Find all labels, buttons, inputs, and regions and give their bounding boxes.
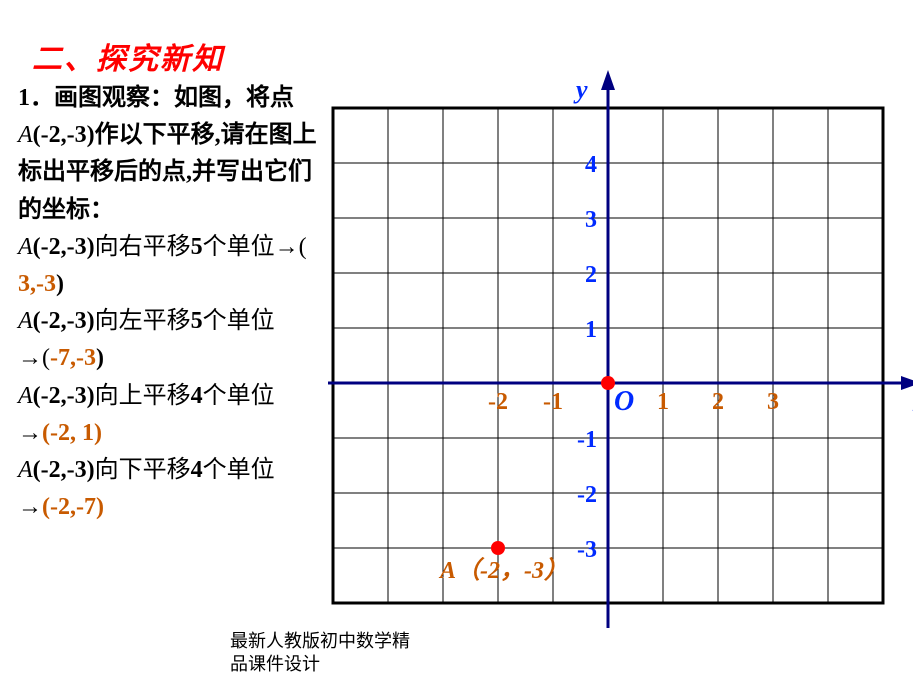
svg-text:4: 4 <box>585 152 597 178</box>
line1-close: ) <box>56 271 64 297</box>
svg-text:3: 3 <box>585 207 597 233</box>
svg-text:2: 2 <box>585 262 597 288</box>
heading-point-name: A <box>18 122 33 148</box>
svg-text:1: 1 <box>657 389 669 415</box>
line2-num: 5 <box>191 308 203 334</box>
line2-pre: A <box>18 308 33 334</box>
line3-num: 4 <box>191 383 203 409</box>
svg-text:A（-2，-3）: A（-2，-3） <box>438 556 568 584</box>
section-title: 二、探究新知 <box>32 34 224 78</box>
line1-num: 5 <box>191 234 203 260</box>
line1-mid: 向右平移 <box>95 234 191 260</box>
line1-coord: (-2,-3) <box>33 234 95 260</box>
svg-text:x: x <box>912 388 913 417</box>
line1-post: 个单位→( <box>203 234 307 260</box>
line3-pre: A <box>18 383 33 409</box>
line2-close: ) <box>96 345 104 371</box>
heading-coord: (-2,-3) <box>33 122 95 148</box>
line2-mid: 向左平移 <box>95 308 191 334</box>
svg-text:-1: -1 <box>543 389 563 415</box>
line3-mid: 向上平移 <box>95 383 191 409</box>
problem-text: 1．画图观察：如图，将点A(-2,-3)作以下平移,请在图上标出平移后的点,并写… <box>18 80 328 526</box>
line2-ans: -7,-3 <box>50 345 96 371</box>
svg-text:-3: -3 <box>577 537 597 563</box>
line4-mid: 向下平移 <box>95 457 191 483</box>
line1-ans: 3,-3 <box>18 271 56 297</box>
line4-num: 4 <box>191 457 203 483</box>
footer-text: 最新人教版初中数学精品课件设计 <box>230 630 420 677</box>
heading-frag-0: 1．画图观察：如图，将点 <box>18 85 294 111</box>
svg-text:3: 3 <box>767 389 779 415</box>
svg-text:1: 1 <box>585 317 597 343</box>
line2-coord: (-2,-3) <box>33 308 95 334</box>
line4-coord: (-2,-3) <box>33 457 95 483</box>
coordinate-chart: x y -2 -1 1 2 3 1 2 3 4 -1 -2 -3 O A（-2，-3） <box>313 68 913 633</box>
line3-coord: (-2,-3) <box>33 383 95 409</box>
svg-text:O: O <box>614 386 634 417</box>
svg-text:y: y <box>573 75 588 104</box>
svg-text:2: 2 <box>712 389 724 415</box>
svg-text:-1: -1 <box>577 427 597 453</box>
line1-pre: A <box>18 234 33 260</box>
line4-ans: (-2,-7) <box>42 494 104 520</box>
line3-ans: (-2, 1) <box>42 420 102 446</box>
svg-text:-2: -2 <box>577 482 597 508</box>
line4-pre: A <box>18 457 33 483</box>
svg-text:-2: -2 <box>488 389 508 415</box>
